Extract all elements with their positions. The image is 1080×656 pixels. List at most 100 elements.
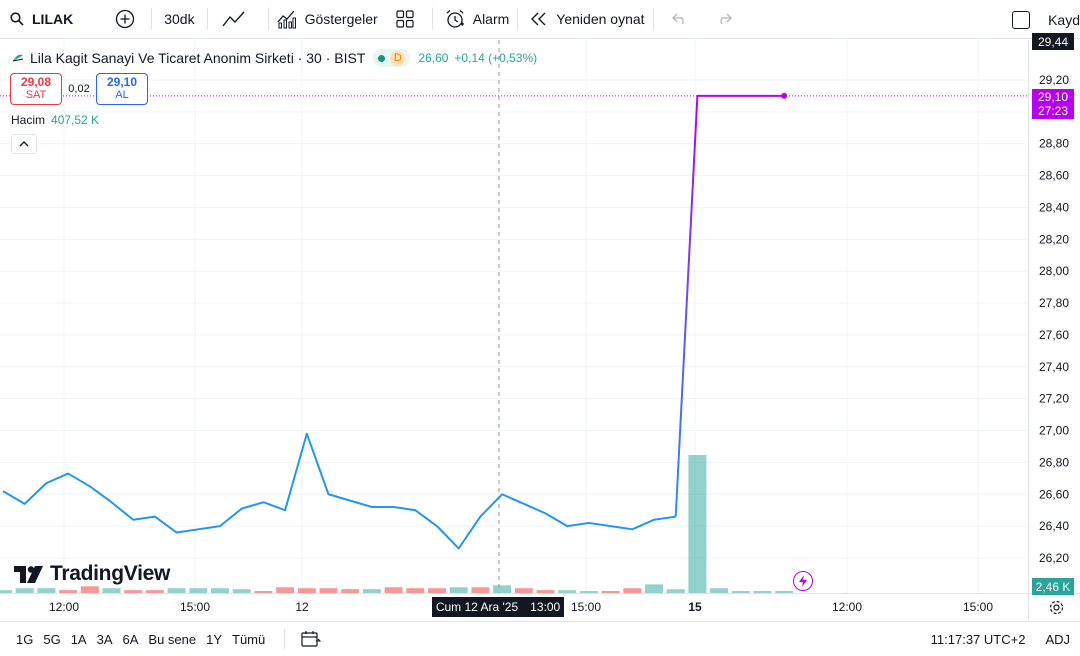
fullscreen-checkbox-icon[interactable] bbox=[1012, 10, 1031, 29]
price-axis-label: 27,20 bbox=[1039, 392, 1069, 406]
volume-tag: 2,46 K bbox=[1032, 578, 1074, 595]
range-1m-button[interactable]: 1A bbox=[70, 631, 87, 647]
symbol-label: LILAK bbox=[32, 11, 74, 27]
chevron-up-icon bbox=[19, 141, 29, 147]
indicators-button[interactable]: Göstergeler bbox=[269, 0, 386, 38]
save-button[interactable]: Kayd bbox=[1048, 11, 1080, 28]
interval-label: 30dk bbox=[164, 11, 195, 27]
chart-type-button[interactable] bbox=[208, 0, 268, 38]
layouts-button[interactable] bbox=[386, 0, 432, 38]
time-axis-label: 15:00 bbox=[963, 600, 993, 614]
divider bbox=[267, 8, 269, 30]
volume-bar bbox=[428, 588, 446, 593]
volume-bar bbox=[384, 587, 403, 593]
buy-price: 29,10 bbox=[106, 75, 138, 89]
price-axis-label: 26,80 bbox=[1039, 455, 1069, 469]
price-chart[interactable]: 29,2029,0028,8028,6028,4028,2028,0027,80… bbox=[0, 40, 1080, 620]
market-open-dot bbox=[378, 54, 386, 62]
price-axis-label: 27,80 bbox=[1039, 296, 1069, 310]
price-line-jump bbox=[674, 94, 785, 517]
indicators-icon bbox=[277, 10, 296, 29]
volume-bar bbox=[341, 589, 360, 593]
price-change: +0,14 (+0,53%) bbox=[454, 51, 538, 65]
top-price-tag: 29,44 bbox=[1032, 33, 1074, 50]
interval-button[interactable]: 30dk bbox=[152, 0, 206, 38]
volume-bar bbox=[319, 588, 338, 593]
buy-button[interactable]: 29,10 AL bbox=[96, 73, 148, 105]
divider bbox=[517, 8, 519, 30]
watermark-text: TradingView bbox=[50, 562, 171, 585]
range-all-button[interactable]: Tümü bbox=[232, 631, 266, 647]
symbol-logo-icon bbox=[12, 54, 24, 62]
price-axis-label: 29,20 bbox=[1039, 73, 1069, 87]
bar-countdown: 27:23 bbox=[1037, 104, 1069, 118]
last-price-dot bbox=[781, 92, 788, 99]
time-axis-label: 15:00 bbox=[571, 600, 601, 614]
volume-bar bbox=[59, 590, 78, 593]
clock-timezone-button[interactable]: 11:17:37 UTC+2 bbox=[930, 631, 1026, 647]
replay-label: Yeniden oynat bbox=[556, 11, 645, 27]
rewind-icon bbox=[531, 12, 546, 26]
range-6m-button[interactable]: 6A bbox=[122, 631, 139, 647]
time-axis-label: 15 bbox=[688, 600, 702, 614]
volume-bar bbox=[276, 587, 295, 593]
symbol-name[interactable]: Lila Kagit Sanayi Ve Ticaret Anonim Sirk… bbox=[30, 50, 366, 66]
goto-date-button[interactable] bbox=[284, 629, 322, 649]
volume-legend[interactable]: Hacim 407,52 K bbox=[11, 113, 99, 127]
replay-button[interactable]: Yeniden oynat bbox=[518, 0, 652, 38]
market-status-badge[interactable]: D bbox=[373, 49, 411, 67]
tradingview-logo-icon bbox=[14, 565, 43, 583]
time-axis-label: 12 bbox=[295, 600, 309, 614]
price-axis-label: 28,00 bbox=[1039, 264, 1069, 278]
symbol-search-button[interactable]: LILAK bbox=[0, 0, 81, 38]
volume-bar bbox=[37, 588, 56, 593]
range-ytd-button[interactable]: Bu sene bbox=[148, 631, 197, 647]
sell-label: SAT bbox=[25, 89, 47, 101]
volume-bar bbox=[666, 589, 685, 593]
price-axis-label: 27,40 bbox=[1039, 360, 1069, 374]
adjust-data-button[interactable]: ADJ bbox=[1045, 631, 1070, 647]
redo-button[interactable] bbox=[708, 0, 748, 38]
volume-bar bbox=[102, 588, 121, 593]
bottom-toolbar: 1G 5G 1A 3A 6A Bu sene 1Y Tümü 11:17:37 … bbox=[0, 621, 1080, 656]
volume-value: 407,52 K bbox=[51, 113, 100, 127]
chart-pane[interactable]: 29,2029,0028,8028,6028,4028,2028,0027,80… bbox=[0, 40, 1080, 620]
redo-icon bbox=[719, 13, 732, 25]
price-axis-label: 28,80 bbox=[1039, 137, 1069, 151]
range-1y-button[interactable]: 1Y bbox=[206, 631, 223, 647]
tradingview-watermark[interactable]: TradingView bbox=[14, 562, 170, 586]
alert-label: Alarm bbox=[472, 11, 510, 27]
events-button[interactable] bbox=[793, 571, 813, 591]
collapse-legend-button[interactable] bbox=[11, 134, 37, 154]
range-1d-button[interactable]: 1G bbox=[16, 631, 34, 647]
volume-bar bbox=[623, 588, 642, 593]
sell-price: 29,08 bbox=[20, 75, 52, 89]
gear-icon bbox=[1049, 600, 1064, 615]
current-price-tag: 29,10 27:23 bbox=[1032, 89, 1074, 119]
alarm-clock-icon bbox=[446, 10, 464, 28]
price-axis-label: 26,40 bbox=[1039, 519, 1069, 533]
series-legend: Lila Kagit Sanayi Ve Ticaret Anonim Sirk… bbox=[12, 49, 537, 67]
price-axis-label: 26,60 bbox=[1039, 487, 1069, 501]
volume-bar bbox=[297, 588, 316, 593]
indicators-label: Göstergeler bbox=[304, 11, 378, 27]
volume-bar bbox=[688, 455, 707, 593]
undo-button[interactable] bbox=[654, 0, 708, 38]
alert-button[interactable]: Alarm bbox=[433, 0, 518, 38]
crosshair-time: 13:00 bbox=[530, 600, 561, 614]
scale-settings-button[interactable] bbox=[1049, 600, 1064, 620]
divider bbox=[206, 8, 208, 30]
crosshair-time-label: Cum 12 Ara '25 13:00 bbox=[432, 597, 564, 617]
sell-button[interactable]: 29,08 SAT bbox=[10, 73, 62, 105]
buy-sell-panel: 29,08 SAT 0,02 29,10 AL bbox=[10, 73, 148, 105]
volume-bar bbox=[167, 588, 186, 593]
price-axis-label: 28,20 bbox=[1039, 232, 1069, 246]
volume-bar bbox=[211, 588, 229, 593]
range-3m-button[interactable]: 3A bbox=[96, 631, 113, 647]
range-5d-button[interactable]: 5G bbox=[43, 631, 61, 647]
delayed-badge: D bbox=[390, 50, 406, 66]
volume-bar bbox=[493, 585, 512, 593]
time-axis-label: 12:00 bbox=[832, 600, 862, 614]
compare-button[interactable] bbox=[107, 0, 151, 38]
volume-bar bbox=[0, 590, 12, 593]
